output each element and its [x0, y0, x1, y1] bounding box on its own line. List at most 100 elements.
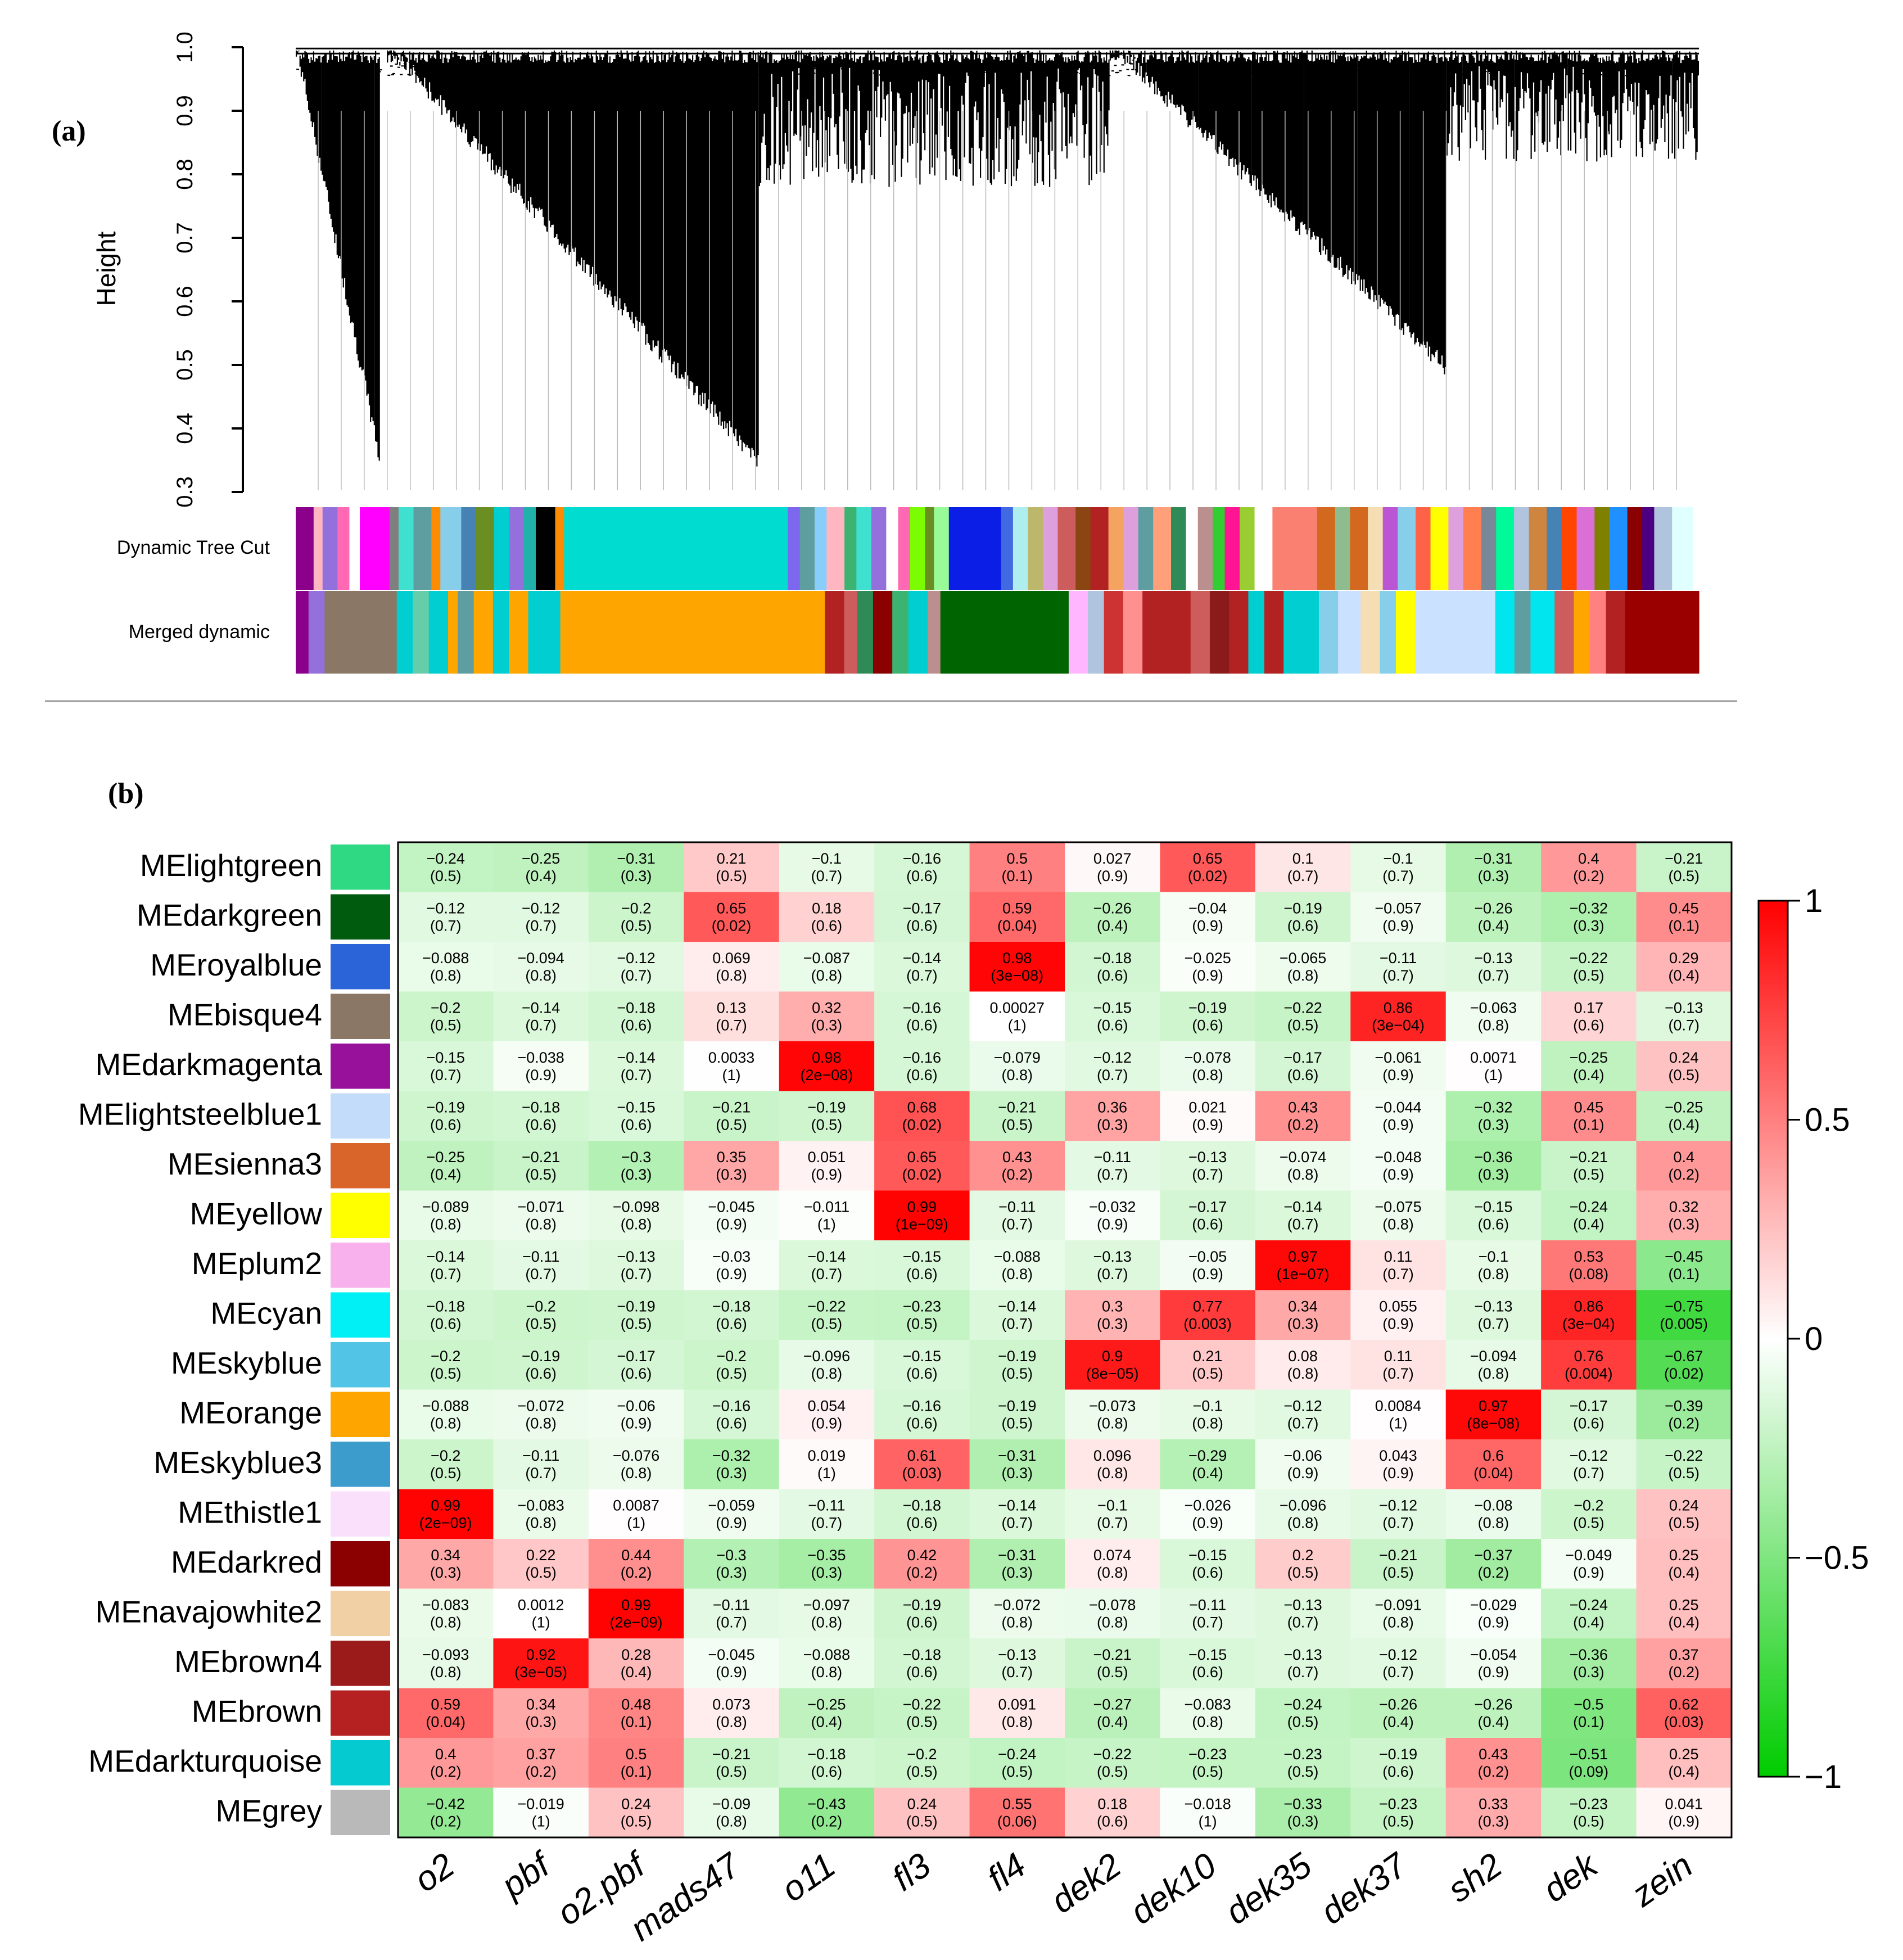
heatmap-cell [1445, 1190, 1542, 1241]
heatmap-cell-pvalue: (1) [817, 1465, 836, 1482]
heatmap-cell-pvalue: (0.9) [1382, 1316, 1414, 1333]
heatmap-cell-value: −0.3 [621, 1149, 651, 1166]
heatmap-cell [1445, 942, 1542, 992]
heatmap-cell-pvalue: (0.7) [1287, 1614, 1319, 1631]
heatmap-cell [1445, 1041, 1542, 1091]
heatmap-cells: −0.24(0.5)−0.25(0.4)−0.31(0.3)0.21(0.5)−… [397, 841, 1733, 1839]
heatmap-cell-value: 0.62 [1669, 1696, 1699, 1713]
module-color-segment [296, 591, 309, 674]
heatmap-cell-value: −0.2 [716, 1348, 746, 1365]
heatmap-cell-pvalue: (0.3) [621, 868, 652, 884]
heatmap-cell-pvalue: (0.8) [716, 1813, 747, 1830]
heatmap-cell-pvalue: (1e−07) [1277, 1266, 1330, 1282]
heatmap-cell-value: −0.1 [1479, 1248, 1508, 1265]
module-color-segment [1350, 507, 1368, 590]
heatmap-cell-pvalue: (0.4) [1669, 967, 1700, 984]
heatmap-cell [1445, 1439, 1542, 1489]
heatmap-cell [779, 1738, 875, 1788]
heatmap-cell [779, 1439, 875, 1489]
module-color-segment [458, 591, 474, 674]
heatmap-cell-pvalue: (0.7) [621, 1067, 652, 1083]
heatmap-cell-value: 0.17 [1574, 1000, 1604, 1017]
heatmap-cell-pvalue: (0.1) [621, 1714, 652, 1731]
heatmap-cell [1350, 892, 1447, 942]
heatmap-cell-pvalue: (0.9) [716, 1216, 747, 1233]
heatmap-cell-value: 0.43 [1288, 1099, 1318, 1116]
heatmap-cell-value: 0.24 [1669, 1049, 1699, 1066]
heatmap-cell [493, 1787, 589, 1838]
heatmap-row-label: MEdarkturquoise [88, 1744, 322, 1778]
heatmap-cell-pvalue: (0.8) [1192, 1714, 1223, 1731]
heatmap-cell-value: −0.063 [1470, 1000, 1517, 1017]
heatmap-cell-value: 0.98 [1002, 950, 1032, 967]
heatmap-cell-value: 0.25 [1669, 1597, 1699, 1614]
heatmap-cell-pvalue: (0.8) [621, 1216, 652, 1233]
heatmap-cell-value: 0.11 [1384, 1248, 1413, 1265]
heatmap-cell [969, 1240, 1065, 1290]
heatmap-cell [1255, 991, 1351, 1042]
heatmap-cell-pvalue: (0.7) [430, 1067, 462, 1083]
heatmap-cell-value: −0.25 [427, 1149, 465, 1166]
module-color-segment [1057, 507, 1076, 590]
module-color-segment [1283, 591, 1319, 674]
heatmap-cell-pvalue: (0.3) [1669, 1216, 1700, 1233]
module-color-segment [1368, 507, 1384, 590]
heatmap-cell-value: −0.21 [1379, 1547, 1417, 1564]
heatmap-cell-pvalue: (0.6) [1192, 1216, 1223, 1233]
heatmap-cell [779, 1389, 875, 1440]
module-color-segment [948, 507, 1002, 590]
heatmap-row-label: MEskyblue [171, 1345, 322, 1380]
heatmap-cell [588, 1489, 684, 1539]
heatmap-cell-pvalue: (0.7) [1478, 967, 1509, 984]
module-color-segment [1153, 507, 1172, 590]
module-color-segment [1416, 507, 1431, 590]
heatmap-cell [874, 1738, 970, 1788]
heatmap-cell [1160, 1588, 1256, 1639]
module-color-segment [940, 591, 1069, 674]
panel-b-heatmap: (b) MElightgreenMEdarkgreenMEroyalblueME… [78, 778, 1869, 1949]
heatmap-cell-value: −0.072 [517, 1398, 564, 1415]
heatmap-cell-pvalue: (0.004) [1565, 1365, 1613, 1382]
heatmap-cell-value: −0.08 [1474, 1497, 1512, 1514]
heatmap-cell [1255, 1389, 1351, 1440]
heatmap-cell [1541, 1539, 1637, 1589]
heatmap-cell-value: −0.19 [998, 1398, 1036, 1415]
heatmap-cell [779, 942, 875, 992]
heatmap-cell [588, 1738, 684, 1788]
heatmap-cell [1445, 1389, 1542, 1440]
heatmap-cell-value: −0.059 [708, 1497, 754, 1514]
heatmap-cell-value: −0.078 [1089, 1597, 1136, 1614]
heatmap-cell-pvalue: (0.9) [1382, 1067, 1414, 1083]
heatmap-cell-value: −0.37 [1474, 1547, 1512, 1564]
heatmap-cell-pvalue: (0.5) [1192, 1763, 1223, 1780]
heatmap-cell-pvalue: (0.3) [811, 1564, 843, 1581]
heatmap-cell-value: 0.11 [1384, 1348, 1413, 1365]
module-color-segment [1224, 507, 1240, 590]
heatmap-cell-value: −0.21 [522, 1149, 560, 1166]
heatmap-cell-value: −0.22 [807, 1298, 846, 1315]
heatmap-cell [1445, 1738, 1542, 1788]
module-color-swatch [331, 1093, 390, 1139]
heatmap-cell-pvalue: (0.6) [1287, 918, 1319, 934]
heatmap-cell-value: −0.23 [1188, 1746, 1227, 1763]
module-color-segment [1554, 591, 1575, 674]
heatmap-cell [684, 1638, 780, 1688]
heatmap-cell [1160, 1539, 1256, 1589]
heatmap-cell-pvalue: (0.6) [906, 1067, 938, 1083]
module-color-segment [815, 507, 827, 590]
heatmap-cell-pvalue: (0.6) [621, 1017, 652, 1034]
module-color-segment [536, 507, 556, 590]
heatmap-cell-pvalue: (0.8) [1002, 1714, 1033, 1731]
heatmap-cell-pvalue: (0.5) [1002, 1117, 1033, 1133]
heatmap-cell-pvalue: (0.6) [906, 1365, 938, 1382]
heatmap-cell-value: 0.43 [1479, 1746, 1508, 1763]
heatmap-cell-value: −0.19 [1283, 900, 1322, 917]
heatmap-cell [1541, 1141, 1637, 1191]
heatmap-cell-pvalue: (0.7) [1192, 1166, 1223, 1183]
module-color-segment [492, 591, 509, 674]
heatmap-cell-pvalue: (0.5) [1097, 1763, 1128, 1780]
heatmap-cell-pvalue: (0.7) [1002, 1664, 1033, 1681]
heatmap-cell-value: −0.39 [1665, 1398, 1703, 1415]
heatmap-cell-value: 0.21 [1193, 1348, 1223, 1365]
